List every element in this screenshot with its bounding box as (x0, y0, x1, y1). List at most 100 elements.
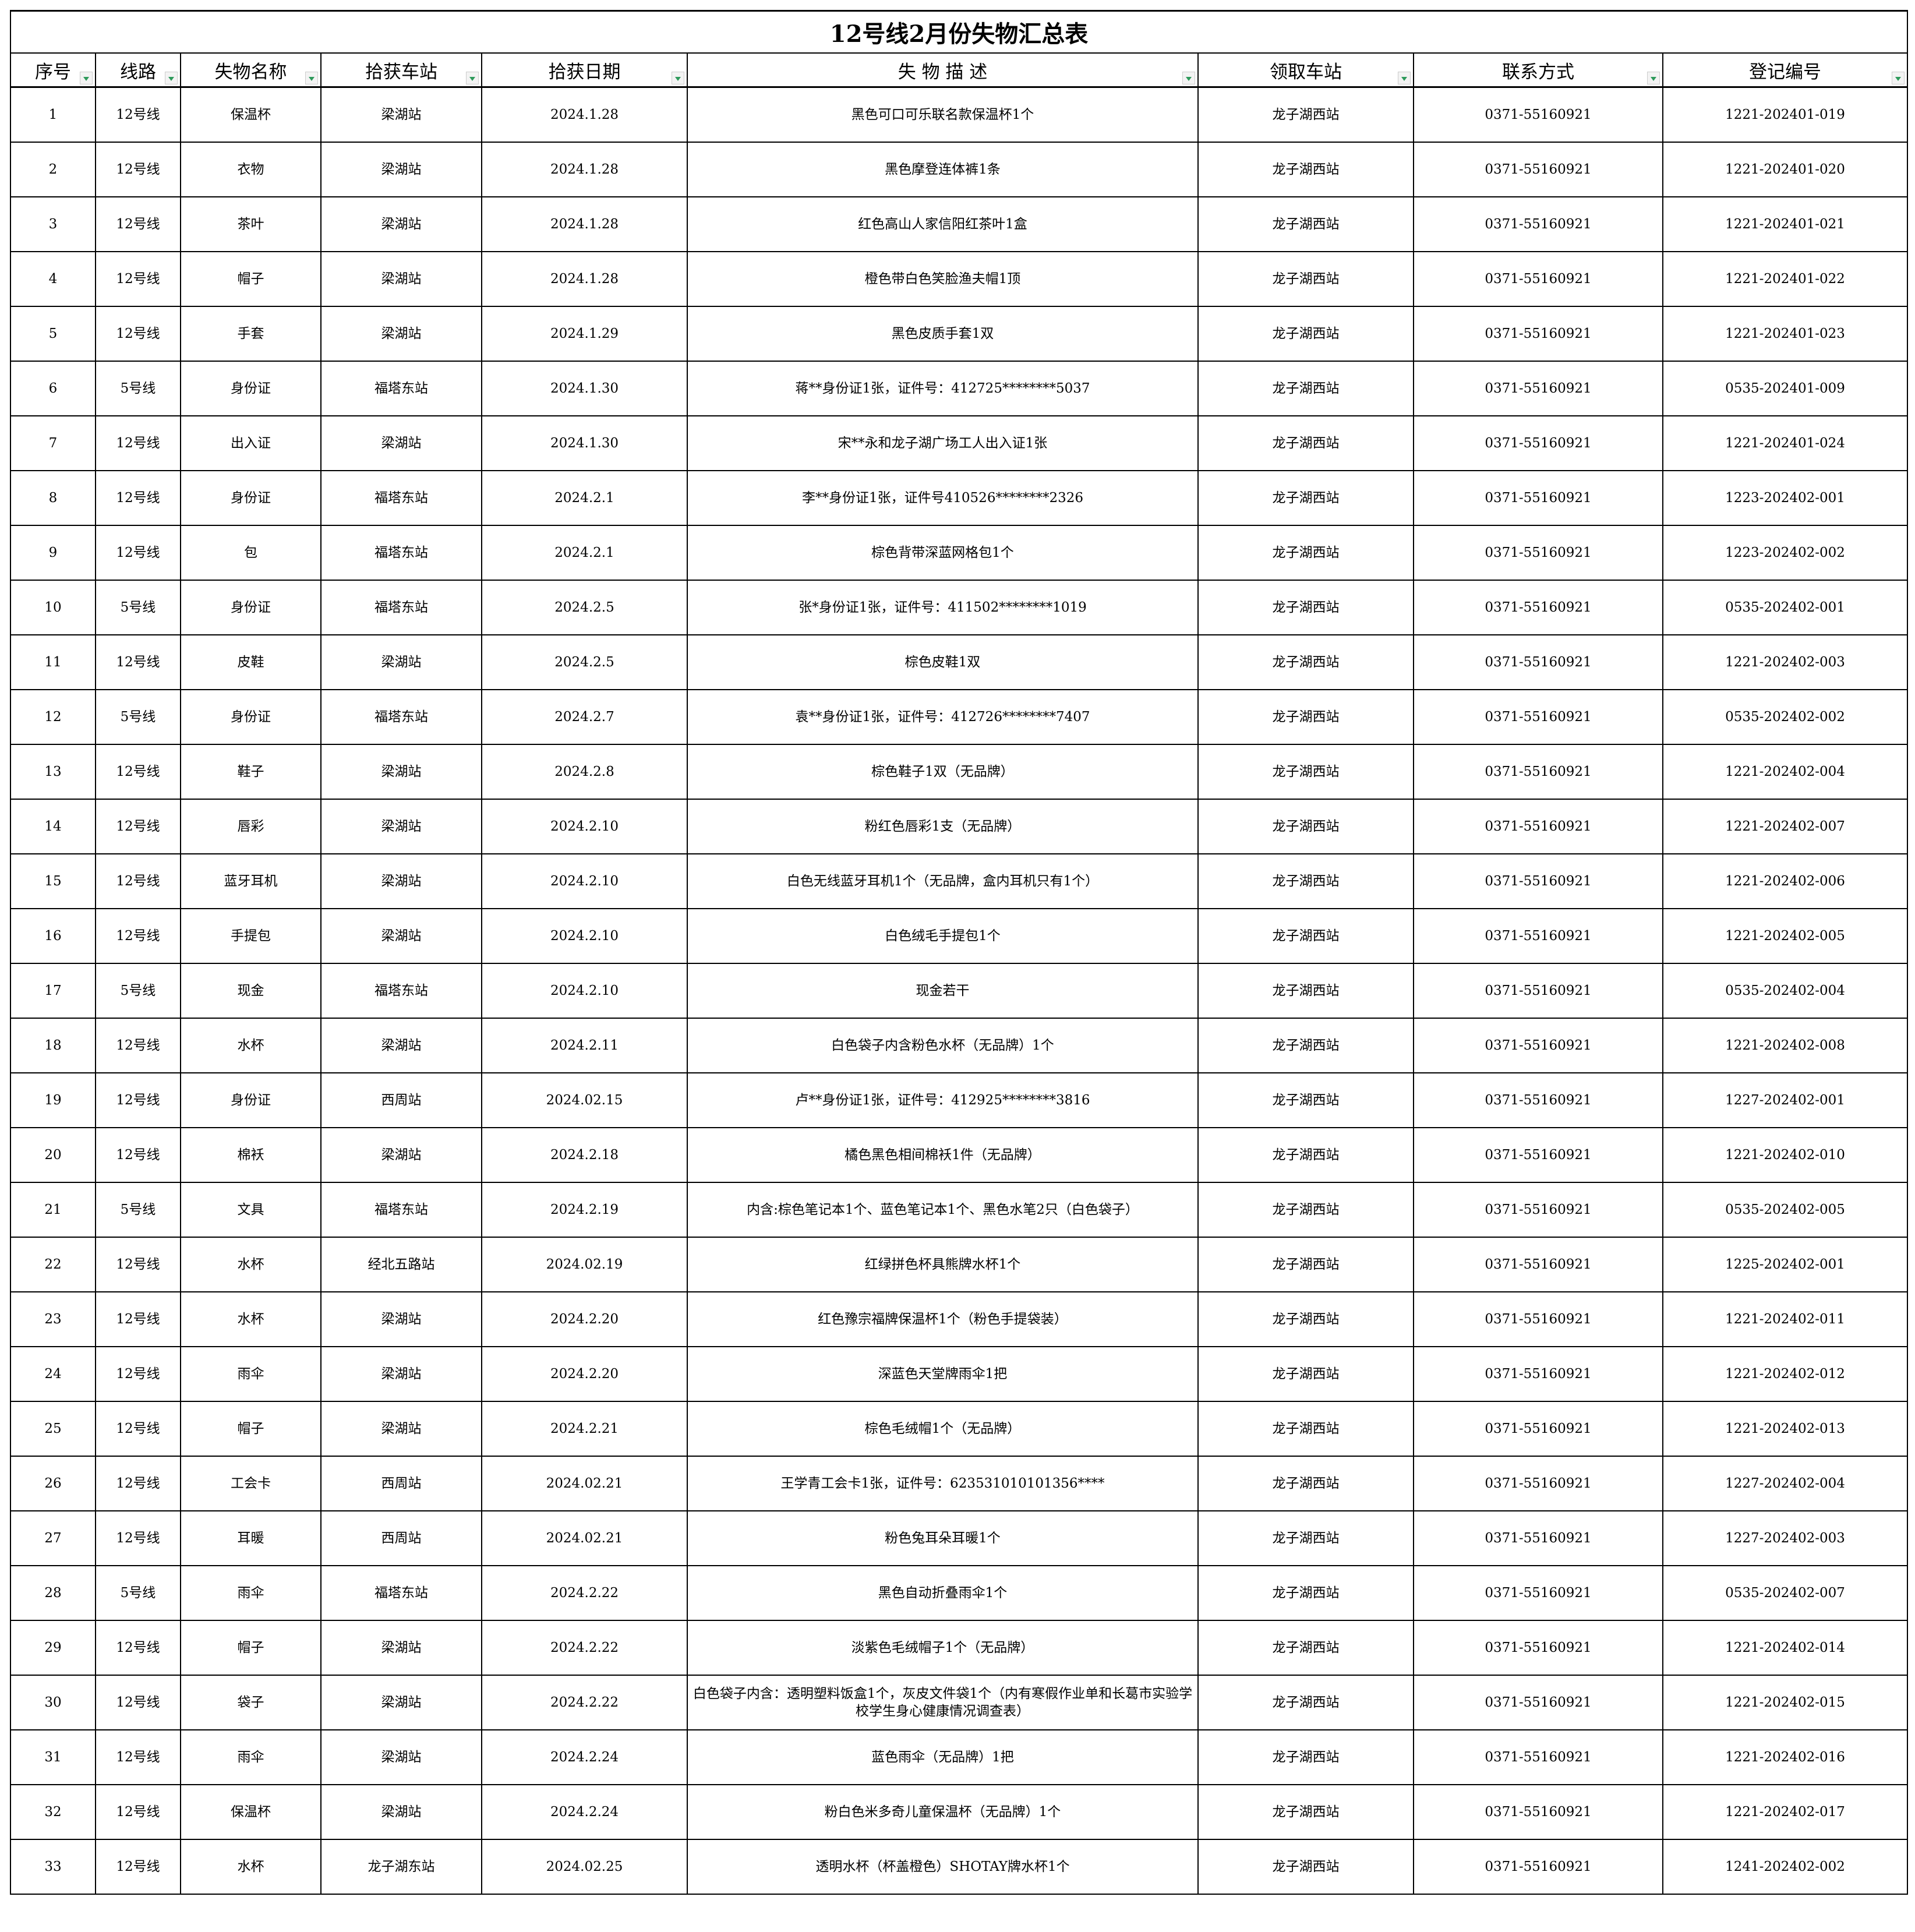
cell-pickup-station[interactable]: 龙子湖西站 (1197, 1620, 1414, 1676)
cell-item-name[interactable]: 水杯 (180, 1291, 321, 1347)
cell-seq[interactable]: 14 (10, 799, 96, 854)
cell-pickup-station[interactable]: 龙子湖西站 (1197, 1456, 1414, 1511)
cell-seq[interactable]: 22 (10, 1237, 96, 1292)
cell-line[interactable]: 12号线 (95, 853, 181, 909)
cell-line[interactable]: 5号线 (95, 580, 181, 635)
cell-description[interactable]: 红绿拼色杯具熊牌水杯1个 (687, 1237, 1199, 1292)
cell-found-station[interactable]: 梁湖站 (320, 306, 482, 362)
dropdown-filter-icon[interactable] (1892, 72, 1905, 84)
cell-register-no[interactable]: 0535-202402-004 (1662, 963, 1909, 1019)
dropdown-filter-icon[interactable] (165, 72, 178, 84)
cell-found-station[interactable]: 梁湖站 (320, 86, 482, 143)
cell-found-station[interactable]: 梁湖站 (320, 1784, 482, 1840)
cell-pickup-station[interactable]: 龙子湖西站 (1197, 634, 1414, 690)
cell-pickup-station[interactable]: 龙子湖西站 (1197, 251, 1414, 307)
cell-found-station[interactable]: 西周站 (320, 1510, 482, 1566)
cell-item-name[interactable]: 袋子 (180, 1675, 321, 1730)
cell-description[interactable]: 透明水杯（杯盖橙色）SHOTAY牌水杯1个 (687, 1839, 1199, 1895)
cell-pickup-station[interactable]: 龙子湖西站 (1197, 1784, 1414, 1840)
cell-pickup-station[interactable]: 龙子湖西站 (1197, 580, 1414, 635)
cell-pickup-station[interactable]: 龙子湖西站 (1197, 744, 1414, 800)
cell-line[interactable]: 12号线 (95, 415, 181, 471)
cell-contact[interactable]: 0371-55160921 (1413, 908, 1663, 964)
cell-line[interactable]: 12号线 (95, 1127, 181, 1183)
cell-description[interactable]: 黑色自动折叠雨伞1个 (687, 1565, 1199, 1621)
cell-contact[interactable]: 0371-55160921 (1413, 799, 1663, 854)
cell-seq[interactable]: 4 (10, 251, 96, 307)
cell-item-name[interactable]: 手套 (180, 306, 321, 362)
cell-found-station[interactable]: 经北五路站 (320, 1237, 482, 1292)
cell-item-name[interactable]: 水杯 (180, 1237, 321, 1292)
cell-found-date[interactable]: 2024.2.1 (481, 525, 688, 581)
cell-item-name[interactable]: 耳暖 (180, 1510, 321, 1566)
cell-register-no[interactable]: 1221-202402-011 (1662, 1291, 1909, 1347)
dropdown-filter-icon[interactable] (305, 72, 318, 84)
cell-pickup-station[interactable]: 龙子湖西站 (1197, 1237, 1414, 1292)
cell-pickup-station[interactable]: 龙子湖西站 (1197, 1346, 1414, 1402)
cell-register-no[interactable]: 1221-202402-004 (1662, 744, 1909, 800)
cell-item-name[interactable]: 帽子 (180, 1401, 321, 1457)
cell-description[interactable]: 粉色兔耳朵耳暖1个 (687, 1510, 1199, 1566)
cell-item-name[interactable]: 身份证 (180, 470, 321, 526)
cell-seq[interactable]: 13 (10, 744, 96, 800)
cell-description[interactable]: 红色豫宗福牌保温杯1个（粉色手提袋装） (687, 1291, 1199, 1347)
cell-line[interactable]: 12号线 (95, 1401, 181, 1457)
cell-found-date[interactable]: 2024.1.28 (481, 86, 688, 143)
cell-item-name[interactable]: 茶叶 (180, 196, 321, 252)
cell-contact[interactable]: 0371-55160921 (1413, 1346, 1663, 1402)
cell-seq[interactable]: 7 (10, 415, 96, 471)
cell-found-date[interactable]: 2024.02.25 (481, 1839, 688, 1895)
cell-found-date[interactable]: 2024.02.21 (481, 1456, 688, 1511)
cell-found-date[interactable]: 2024.02.21 (481, 1510, 688, 1566)
cell-pickup-station[interactable]: 龙子湖西站 (1197, 361, 1414, 416)
cell-seq[interactable]: 16 (10, 908, 96, 964)
cell-found-date[interactable]: 2024.1.30 (481, 415, 688, 471)
cell-contact[interactable]: 0371-55160921 (1413, 251, 1663, 307)
cell-contact[interactable]: 0371-55160921 (1413, 470, 1663, 526)
cell-description[interactable]: 宋**永和龙子湖广场工人出入证1张 (687, 415, 1199, 471)
cell-register-no[interactable]: 1221-202402-007 (1662, 799, 1909, 854)
cell-found-station[interactable]: 梁湖站 (320, 1729, 482, 1785)
cell-item-name[interactable]: 保温杯 (180, 1784, 321, 1840)
cell-item-name[interactable]: 帽子 (180, 251, 321, 307)
cell-item-name[interactable]: 蓝牙耳机 (180, 853, 321, 909)
cell-seq[interactable]: 30 (10, 1675, 96, 1730)
cell-description[interactable]: 棕色背带深蓝网格包1个 (687, 525, 1199, 581)
cell-register-no[interactable]: 0535-202402-005 (1662, 1182, 1909, 1238)
cell-found-station[interactable]: 西周站 (320, 1456, 482, 1511)
cell-pickup-station[interactable]: 龙子湖西站 (1197, 908, 1414, 964)
cell-description[interactable]: 蒋**身份证1张，证件号：412725********5037 (687, 361, 1199, 416)
cell-description[interactable]: 白色袋子内含粉色水杯（无品牌）1个 (687, 1018, 1199, 1073)
dropdown-filter-icon[interactable] (672, 72, 684, 84)
cell-line[interactable]: 12号线 (95, 634, 181, 690)
cell-pickup-station[interactable]: 龙子湖西站 (1197, 415, 1414, 471)
cell-line[interactable]: 12号线 (95, 744, 181, 800)
cell-pickup-station[interactable]: 龙子湖西站 (1197, 470, 1414, 526)
cell-description[interactable]: 棕色皮鞋1双 (687, 634, 1199, 690)
cell-found-date[interactable]: 2024.1.28 (481, 251, 688, 307)
cell-item-name[interactable]: 雨伞 (180, 1565, 321, 1621)
cell-register-no[interactable]: 1221-202402-016 (1662, 1729, 1909, 1785)
cell-pickup-station[interactable]: 龙子湖西站 (1197, 196, 1414, 252)
cell-description[interactable]: 蓝色雨伞（无品牌）1把 (687, 1729, 1199, 1785)
cell-register-no[interactable]: 1225-202402-001 (1662, 1237, 1909, 1292)
cell-pickup-station[interactable]: 龙子湖西站 (1197, 1565, 1414, 1621)
cell-contact[interactable]: 0371-55160921 (1413, 1510, 1663, 1566)
cell-found-date[interactable]: 2024.2.10 (481, 853, 688, 909)
cell-item-name[interactable]: 帽子 (180, 1620, 321, 1676)
cell-register-no[interactable]: 1221-202402-008 (1662, 1018, 1909, 1073)
cell-found-station[interactable]: 福塔东站 (320, 1182, 482, 1238)
cell-found-date[interactable]: 2024.2.7 (481, 689, 688, 745)
cell-line[interactable]: 12号线 (95, 1072, 181, 1128)
cell-line[interactable]: 5号线 (95, 361, 181, 416)
cell-line[interactable]: 12号线 (95, 1784, 181, 1840)
cell-item-name[interactable]: 皮鞋 (180, 634, 321, 690)
cell-found-date[interactable]: 2024.1.29 (481, 306, 688, 362)
cell-pickup-station[interactable]: 龙子湖西站 (1197, 1729, 1414, 1785)
cell-item-name[interactable]: 水杯 (180, 1018, 321, 1073)
cell-pickup-station[interactable]: 龙子湖西站 (1197, 963, 1414, 1019)
cell-line[interactable]: 12号线 (95, 1346, 181, 1402)
cell-pickup-station[interactable]: 龙子湖西站 (1197, 1291, 1414, 1347)
cell-register-no[interactable]: 1241-202402-002 (1662, 1839, 1909, 1895)
cell-contact[interactable]: 0371-55160921 (1413, 142, 1663, 197)
